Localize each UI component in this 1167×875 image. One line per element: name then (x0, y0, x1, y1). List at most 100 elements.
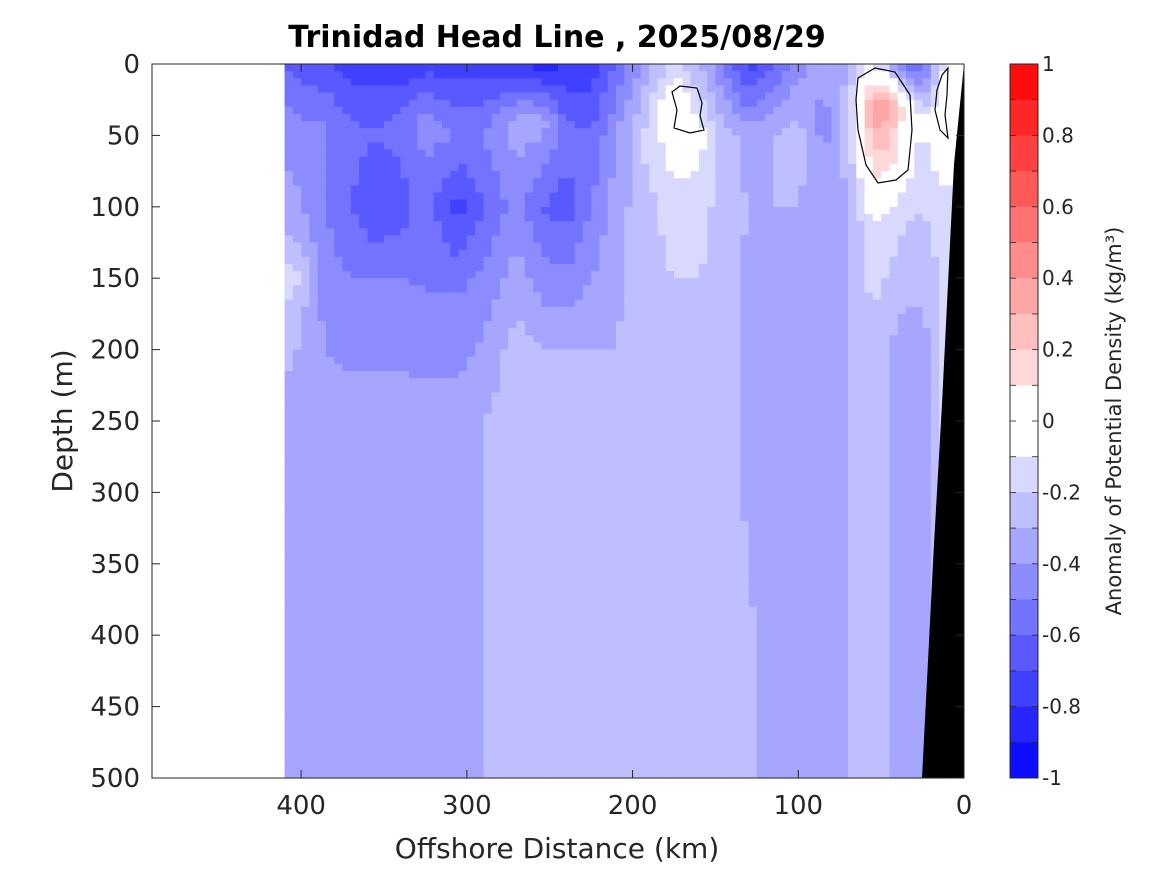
field-cell (400, 692, 410, 701)
field-cell (649, 506, 659, 515)
field-cell (417, 606, 427, 615)
field-cell (392, 442, 402, 451)
field-cell (367, 649, 377, 658)
field-cell (516, 228, 526, 236)
field-cell (566, 620, 576, 629)
field-cell (400, 199, 410, 208)
field-cell (599, 520, 609, 529)
field-cell (657, 356, 667, 365)
field-cell (640, 663, 650, 672)
field-cell (541, 542, 551, 551)
field-cell (392, 271, 402, 279)
field-cell (682, 178, 692, 186)
field-cell (466, 578, 476, 586)
field-cell (408, 335, 418, 344)
field-cell (408, 670, 418, 679)
field-cell (690, 292, 700, 301)
field-cell (674, 156, 683, 165)
field-cell (491, 435, 501, 444)
field-cell (549, 106, 559, 115)
field-cell (541, 649, 551, 658)
field-cell (607, 592, 617, 601)
field-cell (690, 142, 700, 151)
field-cell (607, 692, 617, 701)
field-cell (516, 306, 526, 315)
field-cell (408, 656, 418, 665)
field-cell (433, 663, 443, 672)
field-cell (582, 742, 592, 751)
field-cell (442, 92, 451, 101)
field-cell (442, 149, 451, 158)
field-cell (533, 299, 543, 308)
field-cell (301, 685, 311, 693)
field-cell (508, 278, 518, 286)
field-cell (665, 749, 675, 758)
field-cell (616, 592, 625, 601)
field-cell (326, 442, 335, 451)
field-cell (524, 292, 534, 301)
field-cell (466, 463, 476, 472)
field-cell (292, 385, 302, 394)
field-cell (591, 670, 601, 679)
field-cell (384, 306, 393, 315)
field-cell (375, 121, 385, 129)
field-cell (690, 513, 700, 522)
field-cell (541, 228, 551, 236)
field-cell (558, 713, 567, 722)
field-cell (292, 278, 302, 286)
field-cell (682, 256, 692, 265)
field-cell (475, 563, 485, 572)
field-cell (309, 613, 319, 622)
field-cell (599, 242, 609, 251)
field-cell (433, 142, 443, 151)
field-cell (500, 670, 509, 679)
field-cell (491, 413, 501, 422)
field-cell (558, 520, 567, 529)
field-cell (674, 578, 683, 586)
field-cell (359, 349, 369, 358)
field-cell (632, 299, 642, 308)
field-cell (367, 478, 377, 486)
field-cell (475, 299, 485, 308)
field-cell (483, 706, 493, 715)
field-cell (657, 535, 667, 543)
field-cell (292, 713, 302, 722)
field-cell (359, 321, 369, 329)
field-cell (417, 613, 427, 622)
field-cell (367, 64, 377, 72)
field-cell (350, 221, 360, 229)
field-cell (458, 371, 468, 379)
field-cell (665, 556, 675, 565)
field-cell (640, 699, 650, 708)
field-cell (690, 685, 700, 693)
field-cell (433, 371, 443, 379)
field-cell (549, 620, 559, 629)
field-cell (408, 749, 418, 758)
field-cell (350, 513, 360, 522)
field-cell (317, 399, 327, 408)
field-cell (433, 213, 443, 222)
field-cell (284, 328, 294, 336)
field-cell (483, 692, 493, 701)
field-cell (558, 435, 567, 444)
field-cell (649, 335, 659, 344)
field-cell (359, 71, 369, 79)
field-cell (524, 371, 534, 379)
field-cell (574, 356, 584, 365)
field-cell (649, 585, 659, 593)
field-cell (624, 192, 634, 201)
field-cell (516, 399, 526, 408)
field-cell (425, 735, 435, 743)
field-cell (466, 770, 476, 779)
field-cell (491, 163, 501, 172)
field-cell (549, 171, 559, 179)
field-cell (475, 699, 485, 708)
field-cell (292, 142, 302, 151)
field-cell (466, 442, 476, 451)
field-cell (284, 106, 294, 115)
field-cell (442, 64, 451, 72)
field-cell (616, 663, 625, 672)
field-cell (640, 706, 650, 715)
field-cell (649, 64, 659, 72)
field-cell (417, 442, 427, 451)
